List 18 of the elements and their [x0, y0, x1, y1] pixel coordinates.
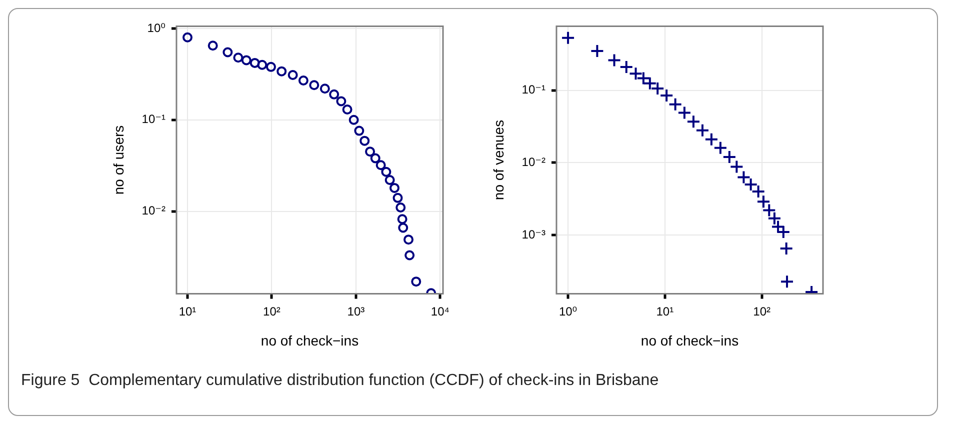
y-tick-label: 10⁻² — [142, 204, 166, 218]
x-tick-label: 10⁴ — [430, 304, 450, 318]
y-tick-label: 10⁻³ — [522, 227, 546, 242]
x-tick-label: 10² — [753, 304, 770, 318]
y-tick-label: 10⁻¹ — [522, 82, 546, 97]
x-tick-label: 10² — [263, 304, 280, 318]
x-tick-label: 10⁰ — [558, 304, 578, 318]
x-tick-label: 10³ — [347, 304, 365, 318]
y-tick-label: 10⁻² — [522, 154, 546, 169]
caption: Figure 5 Complementary cumulative distribution function (CCDF) of check-ins in Brisbane — [21, 372, 659, 389]
y-tick-label: 10⁰ — [147, 20, 166, 35]
x-tick-label: 10¹ — [656, 304, 674, 318]
y-tick-label: 10⁻¹ — [142, 112, 166, 126]
y-axis-title: no of venues — [490, 120, 506, 200]
y-axis-title: no of users — [110, 125, 126, 195]
x-axis-title: no of check−ins — [640, 332, 739, 348]
x-axis-title: no of check−ins — [260, 332, 359, 348]
x-tick-label: 10¹ — [178, 304, 196, 318]
